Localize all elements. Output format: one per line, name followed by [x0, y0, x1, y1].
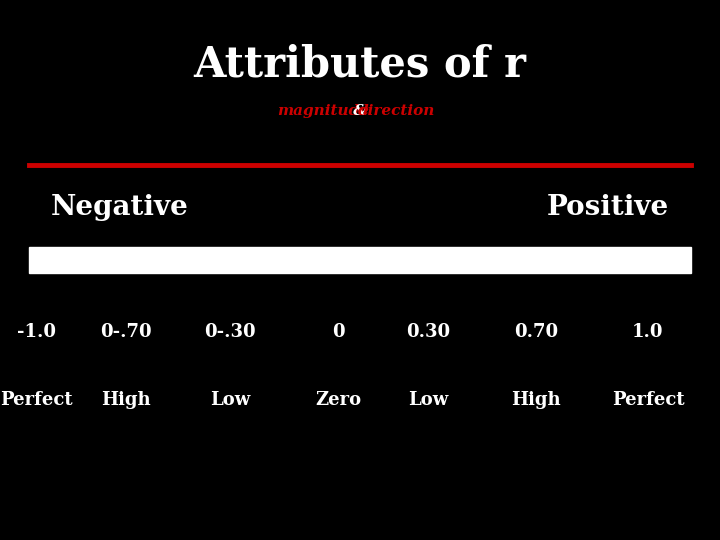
Text: direction: direction: [358, 104, 436, 118]
Text: Low: Low: [408, 390, 449, 409]
Text: Positive: Positive: [547, 194, 670, 221]
Text: Zero: Zero: [315, 390, 361, 409]
Text: Perfect: Perfect: [612, 390, 684, 409]
Text: 0.70: 0.70: [514, 323, 559, 341]
Text: Attributes of r: Attributes of r: [194, 44, 526, 86]
Text: High: High: [102, 390, 150, 409]
FancyBboxPatch shape: [29, 247, 691, 273]
Text: &: &: [348, 104, 372, 118]
Text: Negative: Negative: [50, 194, 188, 221]
Text: 1.0: 1.0: [632, 323, 664, 341]
Text: Low: Low: [210, 390, 251, 409]
Text: High: High: [512, 390, 561, 409]
Text: 0: 0: [332, 323, 345, 341]
Text: 0.30: 0.30: [406, 323, 451, 341]
Text: magnitude: magnitude: [277, 104, 369, 118]
Text: 0-.70: 0-.70: [100, 323, 152, 341]
Text: Perfect: Perfect: [0, 390, 72, 409]
Text: -1.0: -1.0: [17, 323, 55, 341]
Text: 0-.30: 0-.30: [204, 323, 256, 341]
